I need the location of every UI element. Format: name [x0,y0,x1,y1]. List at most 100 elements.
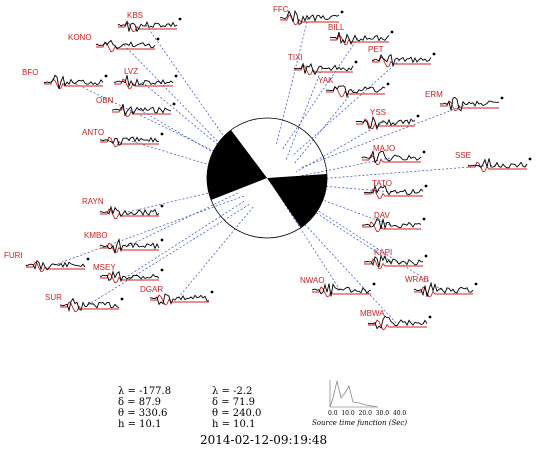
station-label: FURI [4,251,23,260]
ray-line-furi [53,195,245,266]
station-msey: MSEY [93,263,164,284]
station-label: RAYN [82,197,104,206]
ray-line-kono [123,44,229,153]
synthetic-waveform [368,319,427,331]
station-label: DGAR [140,285,163,294]
trace-end-marker [86,257,90,261]
station-label: YSS [370,108,386,117]
observed-waveform [117,20,178,33]
observed-waveform [467,158,528,169]
station-furi: FURI [4,251,90,273]
station-label: WRAB [405,275,429,284]
observed-waveform [329,31,390,46]
synthetic-waveform [294,64,353,76]
station-erm: ERM [425,90,504,112]
station-label: KAPI [374,248,392,257]
compression-quadrant-west [206,130,267,200]
synthetic-waveform [100,136,159,148]
station-wrab: WRAB [405,275,478,298]
station-label: MSEY [93,263,116,272]
ray-line-bfo [71,81,225,157]
station-label: FFC [273,5,289,14]
stf-tick-labels: 0.0 10.0 20.0 30.0 40.0 [328,410,407,417]
synthetic-waveform [468,161,527,173]
observed-waveform [371,53,432,67]
lambda-value-1: λ = -177.8 [118,386,172,397]
station-label: NWAO [300,276,325,285]
station-label: MBWA [360,309,385,318]
trace-end-marker [210,290,214,294]
synthetic-waveform [362,154,421,166]
synthetic-waveform [114,78,173,90]
synthetic-waveform [60,301,119,313]
observed-waveform [95,39,156,49]
station-tixi: TIXI [288,53,358,76]
ray-line-yak [293,89,355,165]
synthetic-waveform [100,208,159,220]
observed-waveform [367,315,428,330]
trace-end-marker [390,30,394,34]
trace-end-marker [172,102,176,106]
station-label: SSE [455,151,471,160]
trace-end-marker [178,17,182,21]
synthetic-waveform [312,286,371,298]
observed-waveform [311,282,372,297]
synthetic-waveform [364,258,423,270]
station-kmbo: KMBO [84,231,164,254]
synthetic-waveform [372,56,431,68]
depth-value-1: h = 10.1 [118,419,162,430]
trace-end-marker [422,150,426,154]
ray-line-kbs [145,24,233,149]
station-sse: SSE [455,151,532,173]
station-yak: YAK [318,76,390,99]
ray-line-bill [281,37,359,151]
dilatation-wedge [245,118,281,178]
station-label: SUR [45,293,62,302]
station-label: ANTO [82,128,104,137]
observed-waveform [149,293,210,306]
ray-line-tixi [285,67,323,161]
ray-line-obn [139,109,231,163]
station-label: YAK [318,76,334,85]
station-label: OBN [96,96,114,105]
synthetic-waveform [356,118,415,130]
theta-value-2: θ = 240.0 [212,408,262,419]
observed-waveform [439,96,499,112]
beachball [206,117,328,239]
trace-end-marker [528,157,532,161]
trace-end-marker [160,238,164,242]
trace-end-marker [340,10,344,14]
trace-end-marker [422,217,426,221]
station-kono: KONO [68,33,160,53]
observed-waveform [113,75,174,88]
observed-waveform [99,237,160,254]
station-label: BFO [22,68,38,77]
ray-line-yss [295,121,385,173]
ray-line-majo [299,157,391,177]
station-label: ERM [425,90,443,99]
trace-end-marker [424,184,428,188]
station-obn: OBN [96,96,176,118]
station-yss: YSS [355,108,420,131]
trace-end-marker [432,52,436,56]
focal-sphere-outline [206,117,328,239]
trace-end-marker [104,74,108,78]
ray-line-msey [127,199,247,277]
observed-waveform [43,74,104,89]
nodal-plane-2-parameters: λ = -2.2 δ = 71.9 θ = 240.0 h = 10.1 [212,386,261,430]
depth-value-2: h = 10.1 [212,419,256,430]
synthetic-waveform [330,34,389,46]
station-label: TIXI [288,53,303,62]
observed-waveform [361,218,422,230]
observed-waveform [413,281,474,297]
station-sur: SUR [45,293,124,313]
ray-line-kmbo [127,191,241,247]
trace-end-marker [160,204,164,208]
lambda-value-2: λ = -2.2 [212,386,253,397]
station-anto: ANTO [82,128,164,148]
station-pet: PET [368,45,436,68]
trace-end-marker [386,82,390,86]
observed-waveform [111,103,172,117]
observed-waveform [361,150,422,164]
